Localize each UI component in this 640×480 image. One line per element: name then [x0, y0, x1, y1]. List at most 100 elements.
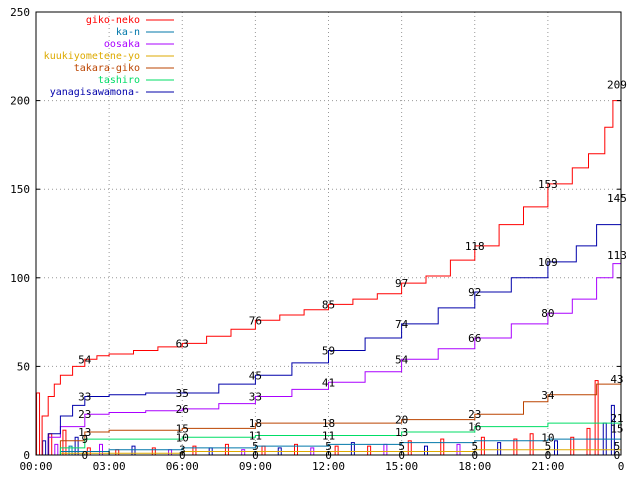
- activity-bar: [480, 436, 485, 456]
- data-label-takara-giko: 20: [395, 414, 408, 427]
- data-label-takara-giko: 23: [468, 408, 481, 421]
- activity-bar: [513, 438, 518, 456]
- legend: giko-nekoka-noosakakuukiyometene-yotakar…: [44, 15, 174, 98]
- data-label-extra: 0: [81, 449, 88, 462]
- data-label-tashiro: 10: [541, 431, 554, 444]
- data-label-takara-giko: 43: [610, 373, 623, 386]
- legend-label: tashiro: [98, 75, 140, 86]
- data-label-extra: 0: [545, 449, 552, 462]
- data-label-giko-neko: 63: [176, 337, 189, 350]
- activity-bar: [224, 443, 229, 456]
- data-label-oosaka: 80: [541, 307, 554, 320]
- y-tick-label: 100: [10, 272, 30, 285]
- activity-bar: [570, 436, 575, 456]
- activity-bar: [440, 438, 445, 456]
- data-label-extra: 5: [325, 440, 332, 453]
- y-tick-label: 200: [10, 95, 30, 108]
- data-label-giko-neko: 118: [465, 240, 485, 253]
- activity-bar: [36, 392, 41, 456]
- activity-bar: [586, 427, 591, 456]
- data-label-extra: 0: [398, 449, 405, 462]
- x-tick-label: 18:00: [458, 460, 491, 473]
- data-label-tashiro: 11: [249, 430, 262, 443]
- data-label-oosaka: 33: [249, 391, 262, 404]
- data-label-giko-neko: 76: [249, 314, 262, 327]
- data-label-extra: 5: [471, 440, 478, 453]
- data-label-extra: 5: [614, 440, 621, 453]
- x-tick-label: 00:00: [19, 460, 52, 473]
- data-label-takara-giko: 13: [78, 426, 91, 439]
- activity-bar: [74, 436, 79, 456]
- data-label-oosaka: 66: [468, 332, 481, 345]
- data-label-extra: 0: [179, 449, 186, 462]
- data-label-giko-neko: 153: [538, 178, 558, 191]
- data-label-extra: 9: [81, 433, 88, 446]
- x-tick-label: 21:00: [531, 460, 564, 473]
- data-label-extra: 0: [325, 449, 332, 462]
- activity-bar: [497, 442, 502, 456]
- series-line-yanagisawamona-: [36, 198, 622, 456]
- activity-bar: [115, 449, 120, 456]
- x-tick-label: 09:00: [239, 460, 272, 473]
- legend-label: oosaka: [104, 39, 140, 50]
- legend-label: takara-giko: [74, 63, 140, 74]
- activity-bar: [554, 440, 558, 456]
- activity-bar: [456, 443, 461, 456]
- data-label-oosaka: 113: [607, 249, 627, 262]
- y-tick-label: 250: [10, 6, 30, 19]
- activity-bar: [367, 445, 372, 456]
- data-label-tashiro: 21: [610, 412, 623, 425]
- data-label-takara-giko: 18: [249, 417, 262, 430]
- data-label-yanagisawamona-: 74: [395, 318, 409, 331]
- data-label-takara-giko: 15: [176, 422, 189, 435]
- legend-label: ka-n: [116, 27, 140, 38]
- legend-label: giko-neko: [86, 15, 140, 26]
- legend-label: kuukiyometene-yo: [44, 51, 140, 62]
- data-label-extra: 0: [614, 449, 621, 462]
- data-label-tashiro: 10: [176, 431, 189, 444]
- data-label-giko-neko: 97: [395, 277, 408, 290]
- data-label-yanagisawamona-: 45: [249, 369, 262, 382]
- activity-bar: [168, 449, 173, 456]
- data-label-oosaka: 26: [176, 403, 189, 416]
- data-label-giko-neko: 85: [322, 298, 335, 311]
- series-line-oosaka: [36, 254, 622, 456]
- data-label-extra: 5: [545, 440, 552, 453]
- activity-bar: [42, 440, 47, 456]
- data-label-extra: 0: [252, 449, 259, 462]
- y-tick-label: 50: [17, 360, 30, 373]
- activity-bar: [261, 445, 266, 456]
- data-label-giko-neko: 54: [78, 353, 92, 366]
- series-line-tashiro: [36, 417, 622, 456]
- data-label-extra: 3: [179, 444, 186, 457]
- x-tick-label: 06:00: [166, 460, 199, 473]
- series-line-giko-neko: [36, 84, 622, 456]
- data-label-yanagisawamona-: 33: [78, 391, 91, 404]
- data-label-oosaka: 54: [395, 353, 409, 366]
- data-label-yanagisawamona-: 35: [176, 387, 189, 400]
- series-line-takara-giko: [36, 378, 622, 456]
- x-tick-label: 0: [618, 460, 625, 473]
- x-tick-label: 03:00: [93, 460, 126, 473]
- activity-bar: [54, 443, 59, 456]
- data-label-giko-neko: 209: [607, 79, 627, 92]
- data-label-oosaka: 23: [78, 408, 91, 421]
- data-label-yanagisawamona-: 92: [468, 286, 481, 299]
- activity-bar: [383, 443, 388, 456]
- y-tick-label: 0: [23, 449, 30, 462]
- data-label-tashiro: 16: [468, 421, 481, 434]
- data-label-yanagisawamona-: 145: [607, 192, 627, 205]
- chart-grid: [36, 12, 621, 455]
- data-label-extra: 5: [252, 440, 259, 453]
- data-label-oosaka: 41: [322, 376, 335, 389]
- legend-label: yanagisawamona-: [50, 87, 140, 98]
- data-label-tashiro: 13: [395, 426, 408, 439]
- activity-bar: [151, 447, 156, 456]
- data-label-tashiro: 11: [322, 430, 335, 443]
- data-label-takara-giko: 34: [541, 389, 555, 402]
- data-label-extra: 15: [610, 422, 623, 435]
- data-label-yanagisawamona-: 109: [538, 256, 558, 269]
